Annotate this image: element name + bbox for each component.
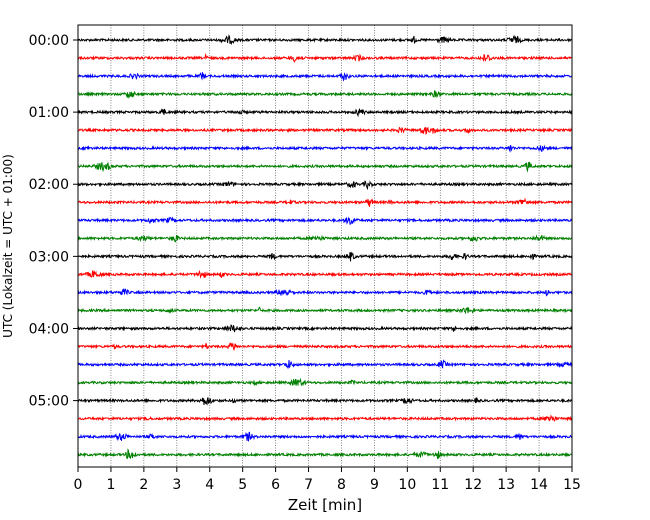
x-tick-label: 1: [106, 477, 115, 493]
trace-0015: [77, 52, 573, 63]
x-tick-label: 3: [172, 477, 181, 493]
trace-0445: [77, 377, 573, 387]
trace-0330: [77, 288, 573, 297]
seismic-traces: [77, 34, 573, 460]
trace-0300: [77, 251, 573, 262]
trace-0230: [77, 216, 573, 225]
trace-0100: [77, 108, 573, 118]
y-axis-label: UTC (Lokalzeit = UTC + 01:00): [1, 154, 15, 338]
plot-frame: [77, 24, 573, 468]
x-tick-label: 5: [238, 477, 247, 493]
x-tick-label: 10: [398, 477, 416, 493]
y-tick-label: 03:00: [29, 249, 69, 265]
y-tick-label: 05:00: [29, 394, 69, 410]
x-tick-label: 12: [464, 477, 482, 493]
y-tick-label: 01:00: [29, 105, 69, 121]
trace-0215: [77, 197, 573, 207]
x-tick-label: 8: [337, 477, 346, 493]
trace-0500: [77, 396, 573, 406]
x-tick-label: 0: [74, 477, 83, 493]
trace-0315: [77, 269, 573, 279]
trace-0345: [77, 306, 573, 315]
x-tick-label: 14: [530, 477, 548, 493]
x-tick-label: 13: [497, 477, 515, 493]
trace-0415: [77, 342, 573, 352]
trace-0145: [77, 161, 573, 173]
y-tick-label: 02:00: [29, 177, 69, 193]
y-tick-label: 00:00: [29, 33, 69, 49]
trace-0515: [77, 414, 573, 422]
y-axis-ticks: 00:00 01:00 02:00 03:00 04:00 05:00: [29, 33, 78, 410]
trace-0115: [77, 126, 573, 136]
trace-0545: [77, 448, 573, 460]
x-tick-label: 2: [139, 477, 148, 493]
x-axis-ticks: 0 1 2 3 4 5 6 7 8 9 10 11 12 13 14 15: [74, 467, 581, 493]
x-tick-label: 9: [370, 477, 379, 493]
trace-0130: [77, 144, 573, 153]
trace-0200: [77, 180, 573, 191]
x-tick-label: 15: [563, 477, 581, 493]
x-tick-label: 4: [205, 477, 214, 493]
trace-0400: [77, 324, 573, 333]
y-tick-label: 04:00: [29, 321, 69, 337]
trace-0245: [77, 234, 573, 243]
trace-0430: [77, 359, 573, 370]
trace-0000: [77, 34, 573, 46]
trace-0530: [77, 431, 573, 442]
grid-lines: [110, 25, 540, 467]
trace-0030: [77, 72, 573, 82]
x-axis-label: Zeit [min]: [288, 496, 362, 514]
x-tick-label: 6: [271, 477, 280, 493]
trace-0045: [77, 90, 573, 99]
x-tick-label: 7: [304, 477, 313, 493]
x-tick-label: 11: [431, 477, 449, 493]
